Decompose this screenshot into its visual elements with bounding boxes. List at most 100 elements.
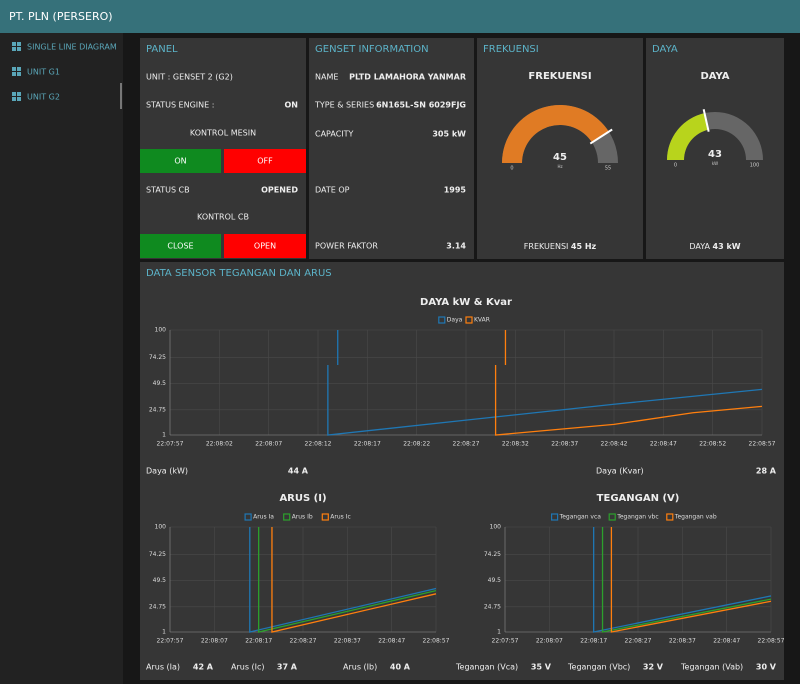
x-tick-label: 22:08:57 [758,638,785,645]
info-value: 1995 [444,186,467,195]
info-value: 6N165L-SN 6029FJG [376,101,466,110]
series-line [610,527,772,633]
series-line [258,527,437,633]
menu-item[interactable]: SINGLE LINE DIAGRAM [27,43,117,52]
y-tick-label: 1 [497,629,501,636]
x-tick-label: 22:08:47 [650,441,677,448]
reading-label: Tegangan (Vbc) [567,663,630,672]
card-title: PANEL [146,44,178,55]
x-tick-label: 22:08:47 [378,638,405,645]
gauge-footer-label: FREKUENSI [524,242,569,251]
y-tick-label: 100 [490,524,502,531]
menu-icon [12,72,16,76]
gauge-title: FREKUENSI [528,71,591,82]
legend-label: Arus Ic [330,514,350,521]
header-bar [0,0,800,33]
reading-value: 40 A [390,663,411,672]
x-tick-label: 22:08:17 [354,441,381,448]
card-title: FREKUENSI [483,44,539,55]
legend-swatch [608,513,616,521]
x-tick-label: 22:08:22 [403,441,430,448]
x-tick-label: 22:08:27 [453,441,480,448]
gauge-footer: FREKUENSI 45 Hz [524,242,597,251]
sensor-card [140,262,784,680]
y-tick-label: 74.25 [149,551,166,558]
menu-icon [17,42,21,46]
info-label: CAPACITY [315,130,354,139]
info-value: PLTD LAMAHORA YANMAR [349,73,466,82]
button[interactable] [140,234,221,258]
status-value: ON [285,101,299,110]
y-tick-label: 24.75 [149,406,166,413]
series-line [327,330,763,436]
gauge-needle [702,109,710,132]
button-label[interactable]: OPEN [254,242,276,251]
gauge-fill [502,104,609,163]
header-title: PT. PLN (PERSERO) [9,10,113,23]
reading-label: Tegangan (Vab) [680,663,743,672]
menu-icon [12,92,16,96]
x-tick-label: 22:08:07 [536,638,563,645]
button[interactable] [140,149,221,173]
gauge-value: 45 [553,152,567,163]
legend-label: Arus Ib [292,514,313,521]
chart-title: ARUS (I) [279,493,326,504]
x-tick-label: 22:08:02 [206,441,233,448]
gauge-footer: DAYA 43 kW [689,242,740,251]
legend-swatch [321,513,329,521]
series-line [601,527,772,633]
menu-item[interactable]: UNIT G1 [27,68,60,77]
card-title: DAYA [652,44,678,55]
y-tick-label: 74.25 [484,551,501,558]
info-value: 3.14 [446,242,466,251]
card-title: DATA SENSOR TEGANGAN DAN ARUS [146,268,332,279]
reading-label: Daya (kW) [146,467,188,476]
button-label[interactable]: ON [174,157,186,166]
card-title: GENSET INFORMATION [315,44,429,55]
info-value: 305 kW [432,130,466,139]
gauge-fill [667,113,709,160]
button[interactable] [224,149,306,173]
menu-icon [17,92,21,96]
y-tick-label: 100 [155,327,167,334]
gauge-value: 43 [708,149,722,160]
panel-card [140,38,306,259]
info-label: NAME [315,73,338,82]
gauge-footer-label: DAYA [689,242,710,251]
button-label[interactable]: OFF [257,157,273,166]
gauge-max: 100 [750,163,760,169]
legend-label: Arus Ia [253,514,274,521]
info-label: POWER FAKTOR [315,242,378,251]
unit-label: UNIT : GENSET 2 (G2) [146,73,233,82]
reading-label: Arus (Ic) [231,663,265,672]
x-tick-label: 22:08:37 [334,638,361,645]
menu-icon [12,97,16,101]
info-label: TYPE & SERIES : [314,101,379,110]
reading-label: Daya (Kvar) [596,467,644,476]
menu-item[interactable]: UNIT G2 [27,93,60,102]
reading-value: 42 A [193,663,214,672]
x-tick-label: 22:08:42 [601,441,628,448]
reading-value: 28 A [756,467,777,476]
gauge-min: 0 [510,166,513,172]
menu-icon [12,47,16,51]
control-label: KONTROL MESIN [190,129,256,138]
gauge-title: DAYA [700,71,729,82]
gauge-footer-value: 43 kW [713,242,741,251]
x-tick-label: 22:07:57 [157,441,184,448]
x-tick-label: 22:07:57 [492,638,519,645]
series-line [593,527,772,633]
x-tick-label: 22:08:32 [502,441,529,448]
button[interactable] [224,234,306,258]
series-line [271,527,437,633]
y-tick-label: 74.25 [149,354,166,361]
button-label[interactable]: CLOSE [167,242,193,251]
legend-swatch [244,513,252,521]
status-value: OPENED [261,186,298,195]
y-tick-label: 1 [162,432,166,439]
y-tick-label: 49.5 [153,380,167,387]
legend-swatch [438,316,446,324]
series-line [494,330,763,436]
legend-label: Tegangan vca [559,514,602,521]
menu-icon [17,72,21,76]
